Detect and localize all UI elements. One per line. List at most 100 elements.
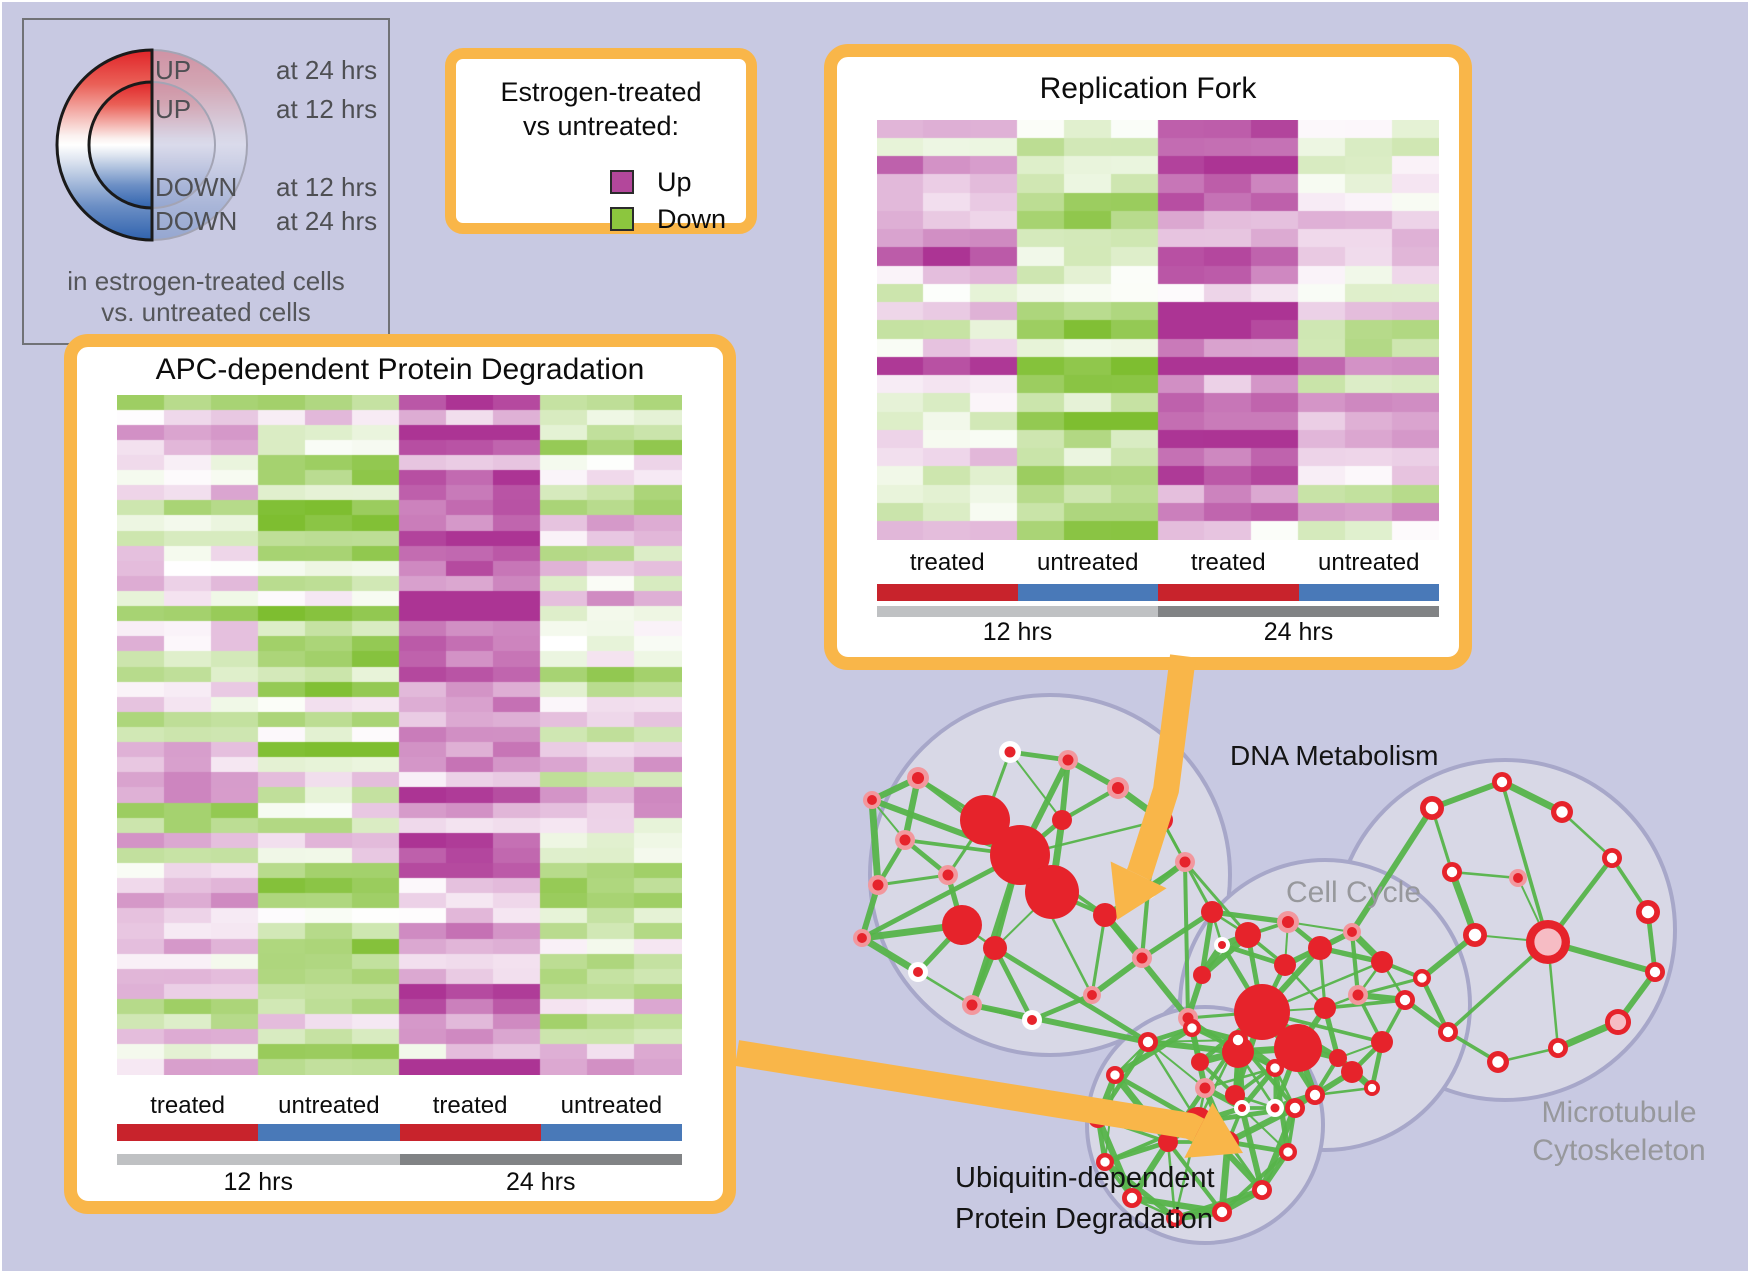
updown-legend-box: Estrogen-treated vs untreated: Up Down: [445, 48, 757, 234]
redring-node: [1092, 1112, 1104, 1124]
network-edge: [1273, 1067, 1297, 1109]
updown-title-line1: Estrogen-treated: [500, 77, 702, 107]
up-legend-label: Up: [657, 167, 692, 197]
down-color-swatch: [610, 207, 634, 231]
halo-node: [863, 791, 881, 809]
whitering-node: [1139, 881, 1157, 899]
network-edge: [1090, 955, 1144, 998]
network-edge: [1259, 1010, 1318, 1097]
redring-node: [1641, 905, 1655, 919]
network-edge: [1114, 1041, 1149, 1076]
apc-heatmap: [117, 395, 682, 1075]
network-edge: [1147, 1025, 1193, 1045]
network-edge: [870, 797, 1022, 858]
redring-node: [1266, 1059, 1284, 1077]
halo-node: [1179, 856, 1191, 868]
halo-node: [1087, 990, 1097, 1000]
solid-node: [960, 795, 1010, 845]
network-edge: [1297, 1045, 1339, 1061]
network-edge: [1232, 1011, 1265, 1096]
network-edge: [1204, 1066, 1276, 1090]
network-edge: [1146, 1041, 1200, 1123]
network-edge: [1202, 1086, 1231, 1144]
network-edge: [1018, 818, 1064, 857]
updown-legend-title: Estrogen-treated vs untreated:: [456, 75, 746, 143]
network-edge: [1260, 1009, 1340, 1061]
network-edge: [1284, 964, 1326, 1009]
network-edge: [860, 852, 1022, 941]
heatmap-group-label-treated-2: treated: [1190, 549, 1266, 576]
whitering-node: [1270, 1103, 1280, 1113]
redring-node: [1285, 1098, 1305, 1118]
network-edge: [860, 935, 920, 975]
network-edge: [1546, 856, 1614, 944]
redring-node: [1636, 900, 1660, 924]
solid-node: [1217, 1131, 1239, 1153]
redring-node: [1552, 1042, 1564, 1054]
whitering-node: [1234, 1100, 1250, 1116]
network-edge: [1146, 859, 1187, 893]
microtubule-cytoskeleton-label: Microtubule Cytoskeleton: [1505, 1094, 1733, 1170]
network-edge: [1233, 1046, 1300, 1097]
network-edge: [1236, 1051, 1277, 1109]
network-edge: [1260, 1010, 1300, 1050]
redring-node: [1309, 1089, 1321, 1101]
network-edge: [1048, 819, 1066, 893]
solid-node: [1222, 1036, 1254, 1068]
network-edge: [916, 923, 964, 974]
network-edge: [1102, 913, 1191, 1020]
redring-node: [1110, 1070, 1120, 1080]
halo-node: [1083, 986, 1101, 1004]
network-edge: [1237, 1044, 1299, 1056]
network-edge: [904, 838, 1021, 857]
ring-direction-label: DOWN: [155, 206, 238, 236]
ring-legend-row: DOWN at 12 hrs: [24, 172, 388, 202]
halo-node: [1132, 948, 1152, 968]
halo-node: [907, 767, 929, 789]
ring-legend-row: UP at 12 hrs: [24, 94, 388, 124]
network-edge: [1199, 932, 1251, 978]
redring-node: [1492, 772, 1512, 792]
network-edge: [1220, 932, 1250, 948]
network-edge: [969, 854, 1023, 1006]
redring-node: [1270, 1063, 1280, 1073]
network-edge: [992, 854, 1023, 949]
halo-node: [1107, 777, 1129, 799]
redring-node: [1420, 796, 1444, 820]
redring-node: [1283, 1147, 1293, 1157]
halo-node: [1058, 750, 1078, 770]
untreated-bar-segment: [540, 1124, 682, 1141]
ring-time-label: at 12 hrs: [276, 94, 378, 124]
halo-node: [1111, 781, 1125, 795]
arrow-apc-to-ubiquitin-head: [1184, 1102, 1243, 1158]
halo-node: [899, 834, 911, 846]
network-edge: [1211, 910, 1249, 937]
network-edge: [1018, 853, 1107, 917]
solid-node: [1371, 1031, 1393, 1053]
network-edge: [1211, 909, 1289, 925]
solid-node: [1191, 1053, 1209, 1071]
network-edge: [1295, 1006, 1328, 1050]
network-edge: [1500, 781, 1550, 943]
network-edge: [1319, 945, 1383, 965]
redring-node: [1106, 1066, 1124, 1084]
ubiquitin-label-line1: Ubiquitin-dependent: [955, 1162, 1215, 1194]
network-edge: [1284, 921, 1289, 966]
replication-fork-title: Replication Fork: [1039, 72, 1257, 105]
network-edge: [1380, 961, 1407, 1001]
redring-node: [1556, 806, 1568, 818]
heatmap-group-label-treated-0: treated: [909, 549, 985, 576]
halo-node: [966, 999, 978, 1011]
redring-node: [1446, 866, 1458, 878]
solid-node: [1183, 1107, 1213, 1137]
network-edge: [1019, 818, 1163, 857]
network-edge: [1369, 1041, 1385, 1089]
network-edge: [1219, 943, 1265, 1014]
network-edge: [1031, 992, 1093, 1023]
ring-direction-label: DOWN: [155, 172, 238, 202]
heatmap-group-label-untreated-1: untreated: [1037, 549, 1139, 576]
network-edge: [1235, 1037, 1278, 1071]
network-edge: [1245, 934, 1265, 1013]
network-edge: [971, 1003, 1033, 1022]
halo-node: [872, 879, 884, 891]
